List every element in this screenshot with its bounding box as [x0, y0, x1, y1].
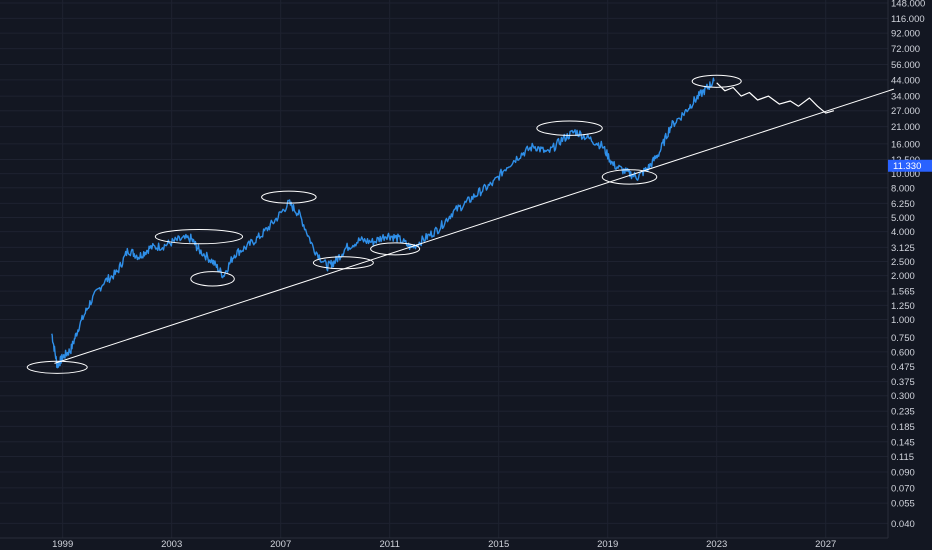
y-tick-label: 0.145 — [891, 437, 915, 448]
y-tick-label: 21.000 — [891, 122, 920, 133]
x-tick-label: 2007 — [270, 539, 291, 550]
x-tick-label: 2027 — [815, 539, 836, 550]
y-tick-label: 148.000 — [891, 0, 925, 10]
circle-annotation — [536, 120, 603, 136]
y-tick-label: 2.500 — [891, 257, 915, 268]
y-tick-label: 0.750 — [891, 333, 915, 344]
time-axis[interactable]: 1999 2003 2007 2011 2015 2019 2023 2027 — [52, 539, 836, 550]
y-tick-label: 116.000 — [891, 14, 925, 25]
y-tick-label: 0.475 — [891, 362, 915, 373]
y-tick-label: 44.000 — [891, 75, 920, 86]
price-series — [51, 77, 715, 369]
grid-lines — [0, 0, 889, 539]
y-tick-label: 72.000 — [891, 44, 920, 55]
y-tick-label: 1.565 — [891, 287, 915, 298]
y-tick-label: 92.000 — [891, 29, 920, 40]
y-tick-label: 56.000 — [891, 60, 920, 71]
circle-annotation — [601, 169, 658, 185]
circle-annotation — [154, 228, 244, 245]
y-tick-label: 6.250 — [891, 199, 915, 210]
y-tick-label: 0.055 — [891, 499, 915, 510]
y-tick-label: 0.375 — [891, 377, 915, 388]
y-tick-label: 34.000 — [891, 92, 920, 103]
y-tick-label: 5.000 — [891, 213, 915, 224]
y-tick-label: 4.000 — [891, 227, 915, 238]
y-tick-label: 10.000 — [891, 169, 920, 180]
y-tick-label: 0.115 — [891, 452, 914, 463]
last-price-label: 11.330 — [893, 161, 921, 172]
y-tick-label: 16.000 — [891, 139, 920, 150]
y-tick-label: 0.235 — [891, 407, 915, 418]
drawing-annotations — [26, 74, 895, 374]
circle-annotation — [312, 256, 374, 270]
price-axis[interactable]: 148.000 116.000 92.000 72.000 56.000 44.000 34… — [891, 0, 925, 530]
circle-annotation — [26, 360, 88, 374]
y-tick-label: 8.000 — [891, 183, 915, 194]
circle-annotation — [261, 190, 317, 204]
x-tick-label: 2003 — [161, 539, 182, 550]
support-trendline — [54, 88, 895, 364]
projection-path — [716, 82, 835, 114]
y-tick-label: 3.125 — [891, 243, 915, 254]
y-tick-label: 27.000 — [891, 106, 920, 117]
circle-annotation — [370, 242, 421, 256]
y-tick-label: 1.000 — [891, 315, 915, 326]
y-tick-label: 1.250 — [891, 301, 915, 312]
y-tick-label: 0.070 — [891, 483, 915, 494]
last-price-background — [888, 159, 932, 172]
price-line — [51, 77, 715, 369]
last-price-tag: 11.330 — [888, 159, 932, 172]
y-tick-label: 0.090 — [891, 467, 915, 478]
circle-annotation — [691, 74, 742, 88]
x-tick-label: 2023 — [706, 539, 727, 550]
x-tick-label: 2015 — [488, 539, 509, 550]
x-tick-label: 1999 — [52, 539, 73, 550]
y-tick-label: 0.600 — [891, 347, 915, 358]
y-tick-label: 0.040 — [891, 519, 915, 530]
y-tick-label: 0.300 — [891, 391, 915, 402]
circle-annotation — [190, 271, 235, 287]
x-tick-label: 2019 — [597, 539, 618, 550]
y-tick-label: 0.185 — [891, 422, 915, 433]
x-tick-label: 2011 — [379, 539, 399, 550]
y-tick-label: 2.000 — [891, 271, 915, 282]
